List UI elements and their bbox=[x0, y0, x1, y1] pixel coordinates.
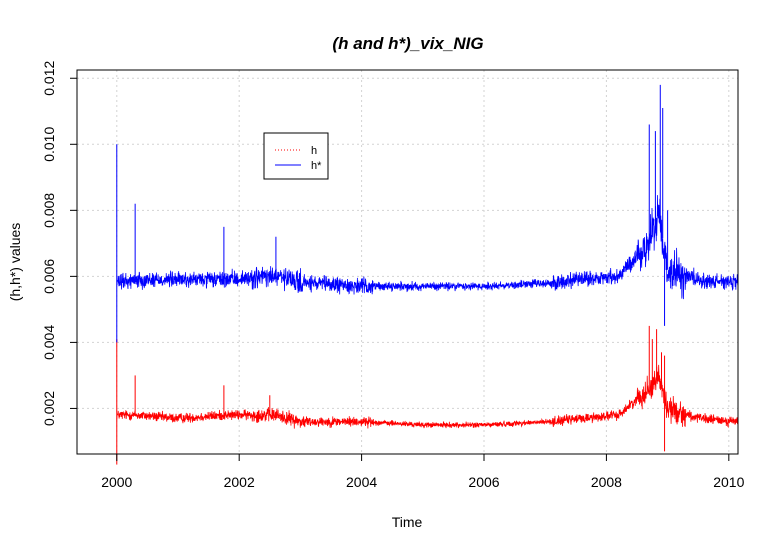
legend: h h* bbox=[263, 132, 329, 180]
series-layer bbox=[116, 84, 739, 465]
legend-box bbox=[263, 132, 329, 180]
y-tick-label-1: 0.004 bbox=[41, 325, 57, 360]
series-hstar-line bbox=[116, 195, 739, 300]
x-axis: 2000 2002 2004 2006 2008 2010 bbox=[101, 453, 745, 490]
grid bbox=[77, 70, 738, 454]
y-axis-label: (h,h*) values bbox=[7, 223, 23, 302]
legend-label-h: h bbox=[311, 145, 317, 157]
y-tick-label-3: 0.008 bbox=[41, 193, 57, 228]
y-tick-label-2: 0.006 bbox=[41, 259, 57, 294]
series-h-line bbox=[116, 364, 739, 429]
x-tick-label-5: 2010 bbox=[713, 474, 744, 490]
x-axis-label: Time bbox=[392, 514, 423, 530]
chart-title: (h and h*)_vix_NIG bbox=[332, 34, 483, 53]
legend-label-hstar: h* bbox=[311, 160, 322, 172]
x-tick-label-2: 2004 bbox=[346, 474, 377, 490]
x-tick-label-4: 2008 bbox=[591, 474, 622, 490]
y-tick-label-4: 0.010 bbox=[41, 127, 57, 162]
y-axis: 0.002 0.004 0.006 0.008 0.010 0.012 bbox=[41, 61, 78, 426]
y-tick-label-5: 0.012 bbox=[41, 61, 57, 96]
y-tick-label-0: 0.002 bbox=[41, 391, 57, 426]
x-tick-label-1: 2002 bbox=[224, 474, 255, 490]
x-tick-label-3: 2006 bbox=[468, 474, 499, 490]
x-tick-label-0: 2000 bbox=[101, 474, 132, 490]
